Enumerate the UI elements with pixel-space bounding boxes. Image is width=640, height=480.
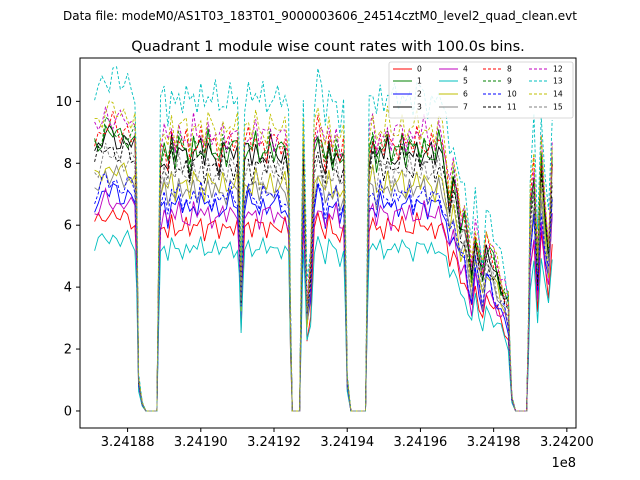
x-offset-label: 1e8 xyxy=(551,456,576,471)
legend-label-11: 11 xyxy=(507,103,517,112)
legend-label-1: 1 xyxy=(417,77,422,86)
series-line-4 xyxy=(94,186,553,412)
x-tick-label: 3.24200 xyxy=(540,435,594,450)
series-line-7 xyxy=(94,164,553,412)
legend-frame xyxy=(388,61,574,119)
legend-label-10: 10 xyxy=(507,90,517,99)
series-line-5 xyxy=(94,229,553,412)
legend-label-0: 0 xyxy=(417,65,422,74)
legend-label-15: 15 xyxy=(553,103,563,112)
x-tick-label: 3.24196 xyxy=(394,435,448,450)
x-tick-label: 3.24190 xyxy=(174,435,228,450)
plot-frame xyxy=(79,57,577,429)
series-line-8 xyxy=(94,111,553,412)
y-tick-label: 4 xyxy=(64,281,72,296)
x-tick-label: 3.24194 xyxy=(320,435,374,450)
series-layer xyxy=(94,66,553,412)
y-tick-label: 6 xyxy=(64,219,72,234)
series-line-0 xyxy=(94,208,553,412)
legend-label-5: 5 xyxy=(463,77,468,86)
x-tick-label: 3.24192 xyxy=(247,435,301,450)
x-tick-label: 3.24198 xyxy=(467,435,521,450)
legend-label-2: 2 xyxy=(417,90,422,99)
legend-label-3: 3 xyxy=(417,103,422,112)
legend-label-9: 9 xyxy=(507,77,512,86)
y-axis-ticks: 0 2 4 6 8 10 xyxy=(55,95,80,419)
series-line-14 xyxy=(94,100,553,412)
chart-suptitle: Data file: modeM0/AS1T03_183T01_90000036… xyxy=(63,9,577,23)
legend-label-6: 6 xyxy=(463,90,468,99)
y-tick-label: 8 xyxy=(64,157,72,172)
legend-label-14: 14 xyxy=(553,90,563,99)
legend-label-13: 13 xyxy=(553,77,563,86)
legend-label-12: 12 xyxy=(553,65,563,74)
series-line-11 xyxy=(94,140,553,412)
legend-label-7: 7 xyxy=(463,103,468,112)
y-tick-label: 0 xyxy=(64,404,72,419)
chart-title: Quadrant 1 module wise count rates with … xyxy=(131,39,525,55)
legend-label-8: 8 xyxy=(507,65,512,74)
series-line-13 xyxy=(94,66,553,412)
x-axis-ticks: 3.24188 3.24190 3.24192 3.24194 3.24196 3.241… xyxy=(101,428,594,450)
y-tick-label: 10 xyxy=(55,95,72,110)
legend-label-4: 4 xyxy=(463,65,468,74)
series-line-9 xyxy=(94,116,553,412)
series-line-12 xyxy=(94,106,553,412)
y-tick-label: 2 xyxy=(64,343,72,358)
x-tick-label: 3.24188 xyxy=(101,435,155,450)
series-line-15 xyxy=(94,142,553,412)
